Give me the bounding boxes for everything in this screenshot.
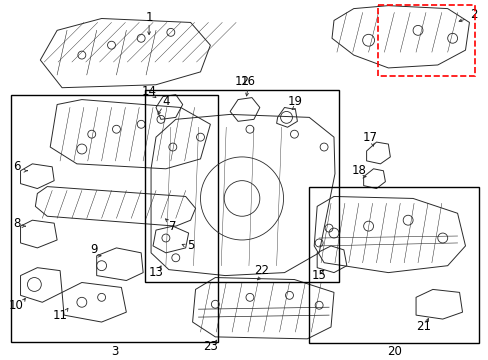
Text: 1: 1: [145, 11, 153, 24]
Bar: [378, 5, 474, 76]
Text: 5: 5: [186, 239, 194, 252]
Text: 8: 8: [13, 217, 20, 230]
Text: 16: 16: [240, 75, 255, 88]
Text: 17: 17: [362, 131, 377, 144]
Text: 4: 4: [162, 95, 169, 108]
Text: 12: 12: [234, 75, 249, 88]
Bar: [145, 90, 338, 283]
Bar: [11, 95, 218, 342]
Text: 2: 2: [468, 8, 476, 21]
Text: 13: 13: [148, 266, 163, 279]
Text: 15: 15: [311, 269, 326, 282]
Text: 9: 9: [90, 243, 97, 256]
Bar: [308, 186, 478, 343]
Text: 7: 7: [169, 220, 176, 233]
Text: 22: 22: [254, 264, 269, 277]
Text: 20: 20: [386, 345, 401, 358]
Text: 19: 19: [287, 95, 302, 108]
Text: 14: 14: [142, 85, 156, 98]
Text: 11: 11: [53, 309, 67, 321]
Text: 18: 18: [350, 164, 366, 177]
Text: 21: 21: [416, 320, 430, 333]
Text: 6: 6: [13, 160, 20, 173]
Text: 10: 10: [9, 299, 24, 312]
Text: 23: 23: [203, 340, 217, 353]
Text: 3: 3: [111, 345, 118, 358]
